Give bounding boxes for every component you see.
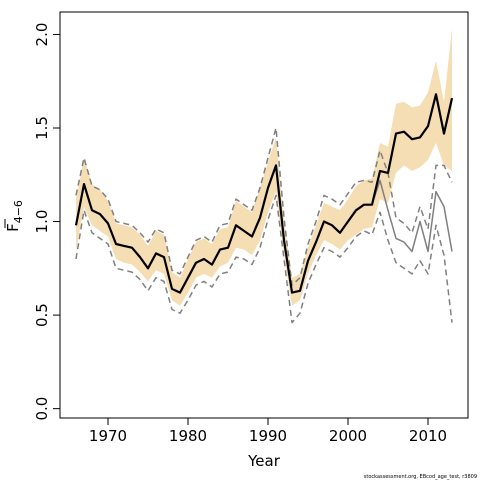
y-tick-label: 0.0 bbox=[33, 397, 51, 421]
x-tick-label: 1990 bbox=[249, 427, 287, 445]
estimate-line bbox=[74, 93, 454, 294]
y-axis-title-subscript: 4−6 bbox=[12, 200, 25, 223]
x-axis-title: Year bbox=[247, 452, 281, 470]
confidence-band bbox=[76, 28, 452, 306]
lower-bound-line bbox=[75, 194, 453, 324]
x-tick-label: 2000 bbox=[329, 427, 367, 445]
y-tick-label: 0.5 bbox=[33, 303, 51, 327]
y-tick-label: 1.5 bbox=[33, 116, 51, 140]
retrospective-estimate-line bbox=[371, 179, 453, 253]
x-tick-label: 1980 bbox=[169, 427, 207, 445]
upper-bound-line bbox=[75, 127, 453, 286]
y-axis-title: F4−6 bbox=[4, 200, 25, 232]
x-tick-label: 2010 bbox=[409, 427, 447, 445]
y-tick-label: 1.0 bbox=[33, 210, 51, 234]
y-tick-label: 2.0 bbox=[33, 23, 51, 47]
y-axis: 0.0 0.5 1.0 1.5 2.0 bbox=[33, 23, 60, 421]
x-tick-label: 1970 bbox=[89, 427, 127, 445]
credit-note: stockassessment.org, EBcod_age_test, r38… bbox=[364, 474, 477, 480]
plot-series bbox=[74, 28, 454, 324]
y-axis-title-main: F bbox=[4, 223, 22, 232]
svg-text:F4−6: F4−6 bbox=[4, 200, 25, 232]
x-axis: 1970 1980 1990 2000 2010 bbox=[89, 417, 447, 445]
